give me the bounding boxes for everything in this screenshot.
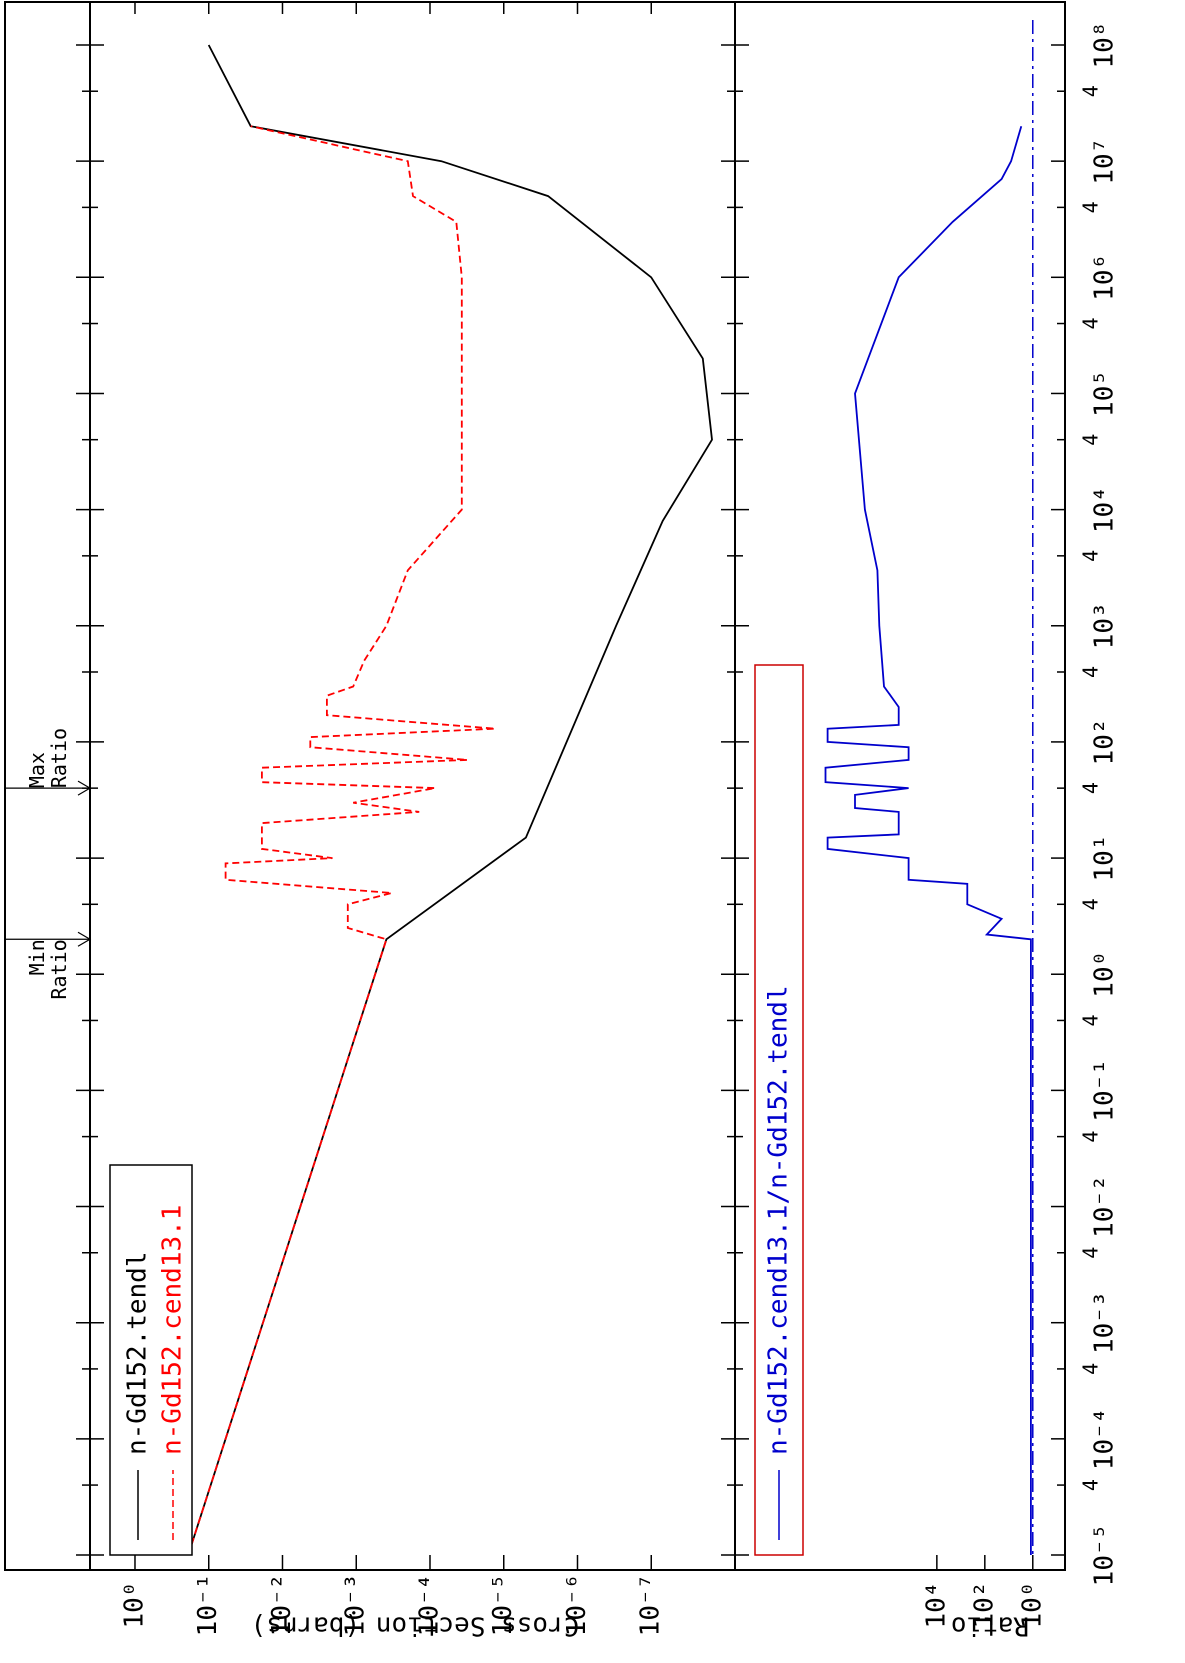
y-tick-label: 10⁻³ xyxy=(341,1574,371,1637)
y-tick-label: 10⁻⁷ xyxy=(636,1574,666,1637)
series-line xyxy=(187,125,496,1556)
x-tick-label: 10⁻⁵ xyxy=(1090,1524,1120,1587)
y2-tick-label: 10² xyxy=(969,1582,999,1629)
annotation-label: MinRatio xyxy=(25,939,71,999)
y2-axis-title: Ratio xyxy=(951,1611,1029,1641)
series-line xyxy=(824,125,1032,1555)
annotation-arrow xyxy=(77,931,92,947)
x-tick-label: 4 xyxy=(1079,85,1103,97)
y-tick-label: 10⁰ xyxy=(119,1582,149,1629)
series-line xyxy=(187,44,713,1556)
x-tick-label: 4 xyxy=(1079,434,1103,446)
x-tick-label: 4 xyxy=(1079,898,1103,910)
annotation-arrow xyxy=(77,780,92,796)
x-tick-label: 10⁻¹ xyxy=(1090,1059,1120,1122)
y2-tick-label: 10⁰ xyxy=(1017,1582,1047,1629)
legend-box xyxy=(109,1164,193,1556)
x-tick-label: 4 xyxy=(1079,201,1103,213)
x-tick-label: 4 xyxy=(1079,1014,1103,1026)
y2-tick-label: 10⁴ xyxy=(921,1582,951,1629)
x-tick-label: 10⁻⁴ xyxy=(1090,1408,1120,1471)
y-tick-label: 10⁻⁴ xyxy=(414,1574,444,1637)
x-tick-label: 4 xyxy=(1079,1479,1103,1491)
x-tick-label: 10⁶ xyxy=(1090,254,1120,301)
legend-label: n-Gd152.cend13.1/n-Gd152.tendl xyxy=(764,985,794,1455)
x-tick-label: 4 xyxy=(1079,1247,1103,1259)
x-tick-label: 10⁴ xyxy=(1090,486,1120,533)
x-tick-label: 10¹ xyxy=(1090,835,1120,882)
x-tick-label: 10² xyxy=(1090,718,1120,765)
x-tick-label: 10⁰ xyxy=(1090,951,1120,998)
x-tick-label: 10⁸ xyxy=(1090,22,1120,69)
legend-box xyxy=(754,664,804,1556)
x-tick-label: 10⁷ xyxy=(1090,138,1120,185)
y-tick-label: 10⁻¹ xyxy=(193,1574,223,1637)
x-tick-label: 4 xyxy=(1079,1363,1103,1375)
x-tick-label: 10⁻³ xyxy=(1090,1291,1120,1354)
x-tick-label: 10⁵ xyxy=(1090,370,1120,417)
x-tick-label: 4 xyxy=(1079,318,1103,330)
y-tick-label: 10⁻² xyxy=(267,1574,297,1637)
x-tick-label: 4 xyxy=(1079,782,1103,794)
frame xyxy=(4,1,1066,1571)
x-tick-label: 10⁻² xyxy=(1090,1175,1120,1238)
y-axis-title: Cross Section (barns) xyxy=(251,1611,580,1641)
y-tick-label: 10⁻⁵ xyxy=(488,1574,518,1637)
x-tick-label: 4 xyxy=(1079,550,1103,562)
legend-label: n-Gd152.tendl xyxy=(123,1252,153,1456)
annotation-label: MaxRatio xyxy=(25,728,71,788)
x-tick-label: 10³ xyxy=(1090,602,1120,649)
y-tick-label: 10⁻⁶ xyxy=(562,1574,592,1637)
x-tick-label: 4 xyxy=(1079,666,1103,678)
x-tick-label: 4 xyxy=(1079,1131,1103,1143)
legend-label: n-Gd152.cend13.1 xyxy=(158,1205,188,1455)
